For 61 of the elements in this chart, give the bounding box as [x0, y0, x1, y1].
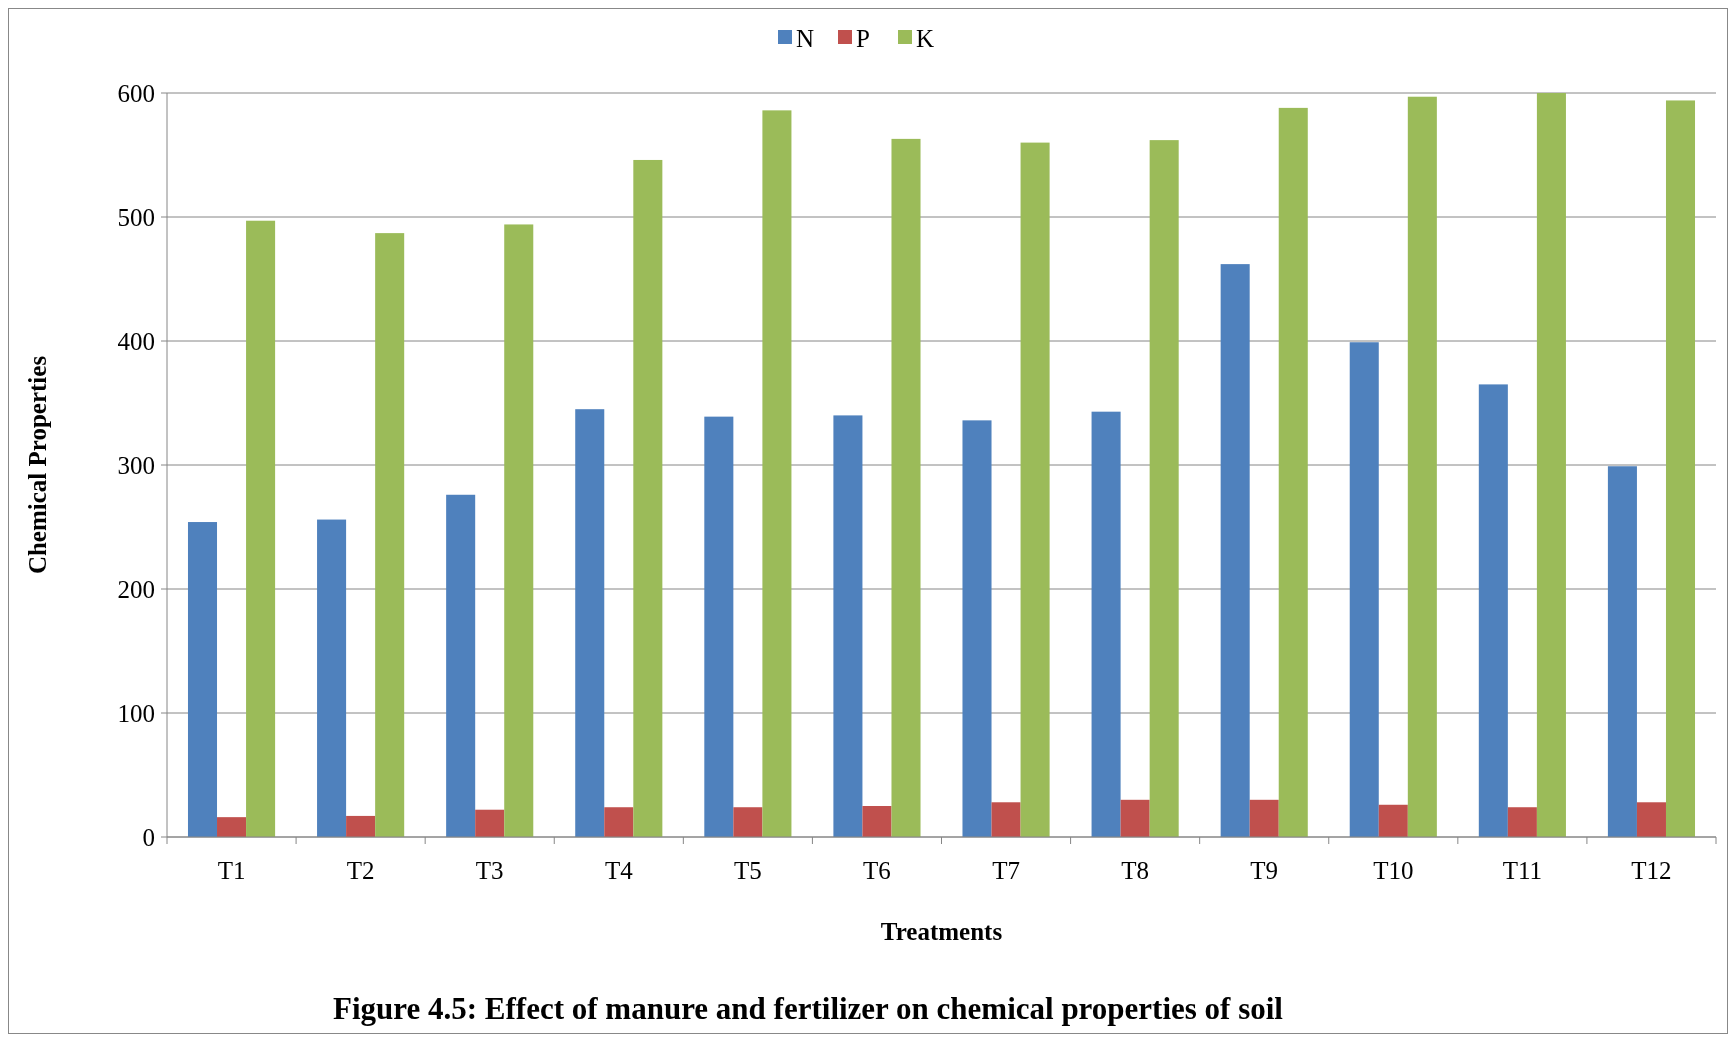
- bar: [1278, 107, 1308, 837]
- bar: [1665, 100, 1696, 837]
- bar: [446, 494, 476, 837]
- x-tick-label: T2: [346, 857, 375, 884]
- bar: [1091, 411, 1121, 837]
- x-tick-label: T11: [1502, 857, 1543, 884]
- bar: [504, 224, 534, 837]
- x-tick-label: T3: [475, 857, 504, 884]
- x-tick-label: T10: [1373, 857, 1414, 884]
- bar: [1607, 466, 1637, 837]
- y-axis-title: Chemical Properties: [24, 355, 51, 575]
- bar: [217, 817, 247, 837]
- x-tick-label: T12: [1631, 857, 1672, 884]
- bar: [575, 409, 605, 837]
- bar: [1249, 799, 1279, 837]
- x-tick-label: T8: [1121, 857, 1150, 884]
- y-tick-label: 300: [117, 451, 155, 479]
- x-tick-label: T9: [1250, 857, 1279, 884]
- x-tick-label: T5: [733, 857, 762, 884]
- bar: [187, 522, 218, 837]
- bar: [1636, 802, 1666, 837]
- bar: [1149, 140, 1179, 837]
- bar: [346, 815, 376, 837]
- bar: [475, 809, 505, 837]
- y-tick-label: 100: [117, 699, 155, 727]
- legend-label: N: [796, 24, 815, 52]
- x-axis-title: Treatments: [880, 918, 1003, 945]
- bar: [891, 138, 921, 837]
- y-tick-label: 0: [142, 823, 155, 851]
- bar: [633, 159, 663, 837]
- bar: [862, 806, 892, 837]
- bar: [1349, 342, 1379, 837]
- bar: [1120, 799, 1150, 837]
- bar: [1020, 142, 1050, 837]
- y-tick-label: 500: [117, 203, 155, 231]
- bar: [604, 807, 634, 837]
- bar: [375, 233, 405, 837]
- y-tick-label: 200: [117, 575, 155, 603]
- bar: [1536, 93, 1566, 837]
- bar: [317, 519, 347, 837]
- y-tick-label: 400: [117, 327, 155, 355]
- x-tick-label: T1: [217, 857, 246, 884]
- bar: [1220, 264, 1250, 837]
- bar: [991, 802, 1021, 837]
- x-tick-label: T7: [992, 857, 1020, 884]
- bar: [962, 420, 992, 837]
- bar: [246, 220, 276, 837]
- text: Figure 4.5: Effect of manure and fertilizer on chemical properties of soil: [333, 991, 1284, 1026]
- bar: [762, 110, 792, 837]
- bar: [733, 807, 763, 837]
- x-tick-label: T4: [604, 857, 634, 884]
- legend-label: P: [856, 24, 870, 52]
- bar: [1507, 807, 1537, 837]
- bar: [1407, 96, 1437, 837]
- bar: [704, 416, 734, 837]
- bar: [833, 415, 863, 837]
- bar: [1478, 384, 1508, 837]
- legend-label: K: [916, 24, 935, 52]
- y-tick-label: 600: [117, 79, 155, 107]
- x-tick-label: T6: [863, 857, 891, 884]
- bar: [1378, 804, 1408, 837]
